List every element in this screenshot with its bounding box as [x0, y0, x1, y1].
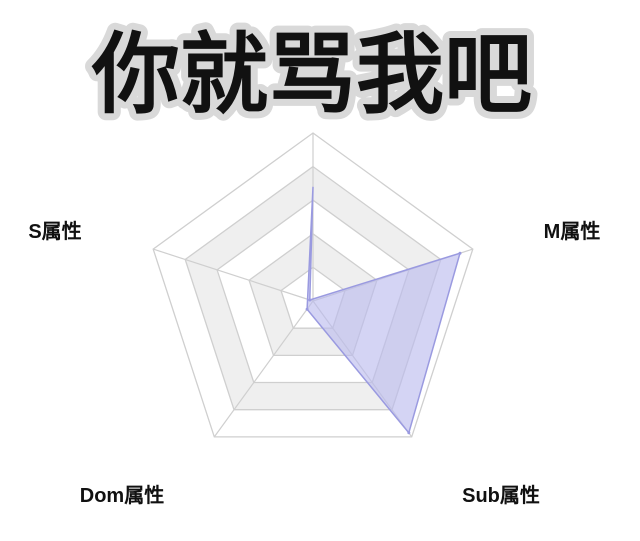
series-point-1 — [305, 307, 309, 311]
series-point-0 — [407, 431, 411, 435]
radar-series — [305, 186, 462, 435]
chart-title: 你就骂我吧 你就骂我吧 — [84, 16, 539, 133]
series-point-2 — [308, 298, 312, 302]
title-outline: 你就骂我吧 — [91, 23, 532, 126]
title-text: 你就骂我吧 — [91, 23, 532, 126]
series-point-3 — [458, 251, 462, 255]
grid-spoke-3 — [213, 300, 314, 438]
axis-label-sub: Sub属性 — [462, 484, 540, 507]
axis-label-dom: Dom属性 — [80, 484, 164, 507]
grid-spoke-4 — [153, 248, 314, 302]
axis-label-m: M属性 — [544, 220, 601, 243]
axis-label-s: S属性 — [28, 220, 81, 243]
series-polygon — [306, 186, 462, 435]
